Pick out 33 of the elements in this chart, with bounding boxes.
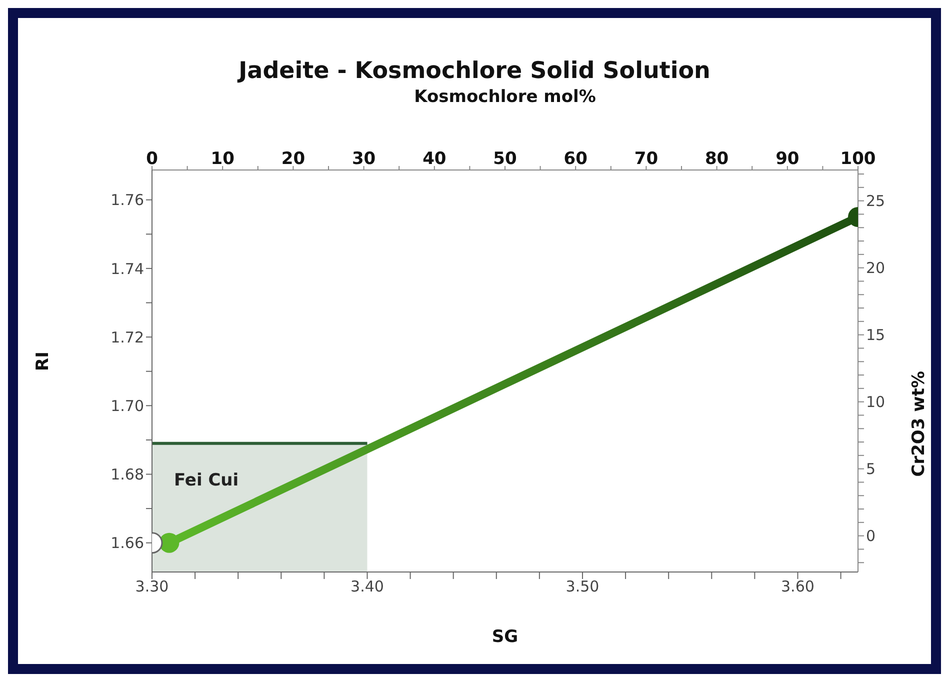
- y-tick-label: 1.70: [110, 396, 144, 415]
- x2-tick-label: 90: [776, 149, 800, 169]
- y-tick-label: 1.72: [110, 328, 144, 346]
- y2-tick-label: 5: [866, 460, 876, 478]
- series-label: Fei Cui: [174, 470, 239, 490]
- y2-tick-label: 0: [866, 527, 876, 546]
- x2-tick-label: 80: [704, 149, 729, 169]
- x-tick-label: 3.60: [781, 578, 814, 596]
- x2-tick-label: 70: [634, 149, 658, 169]
- x-axis-title: SG: [492, 627, 518, 647]
- y2-axis-title: Cr2O3 wt%: [909, 371, 930, 477]
- y-axis-title: RI: [33, 352, 54, 371]
- x2-tick-label: 40: [422, 149, 446, 169]
- y2-tick-label: 25: [866, 192, 886, 210]
- x2-tick-label: 30: [352, 149, 376, 169]
- x2-tick-label: 20: [281, 149, 306, 169]
- y-tick-label: 1.68: [110, 466, 144, 484]
- y-tick-label: 1.74: [110, 260, 144, 278]
- x2-axis-title: Kosmochlore mol%: [414, 87, 596, 108]
- x2-tick-label: 10: [210, 149, 235, 169]
- x-tick-label: 3.40: [350, 578, 384, 596]
- x2-tick-label: 0: [146, 149, 158, 169]
- y2-tick-label: 15: [866, 326, 886, 344]
- x-tick-label: 3.30: [135, 578, 169, 596]
- y-tick-label: 1.76: [110, 191, 144, 210]
- x2-tick-label: 60: [564, 149, 588, 169]
- x2-tick-label: 50: [493, 149, 517, 169]
- y-tick-label: 1.66: [110, 534, 144, 552]
- x-tick-label: 3.50: [566, 578, 600, 596]
- y2-tick-label: 20: [866, 259, 886, 278]
- y2-tick-label: 10: [866, 393, 886, 412]
- x2-tick-label: 100: [840, 149, 876, 169]
- chart-title: Jadeite - Kosmochlore Solid Solution: [236, 58, 712, 84]
